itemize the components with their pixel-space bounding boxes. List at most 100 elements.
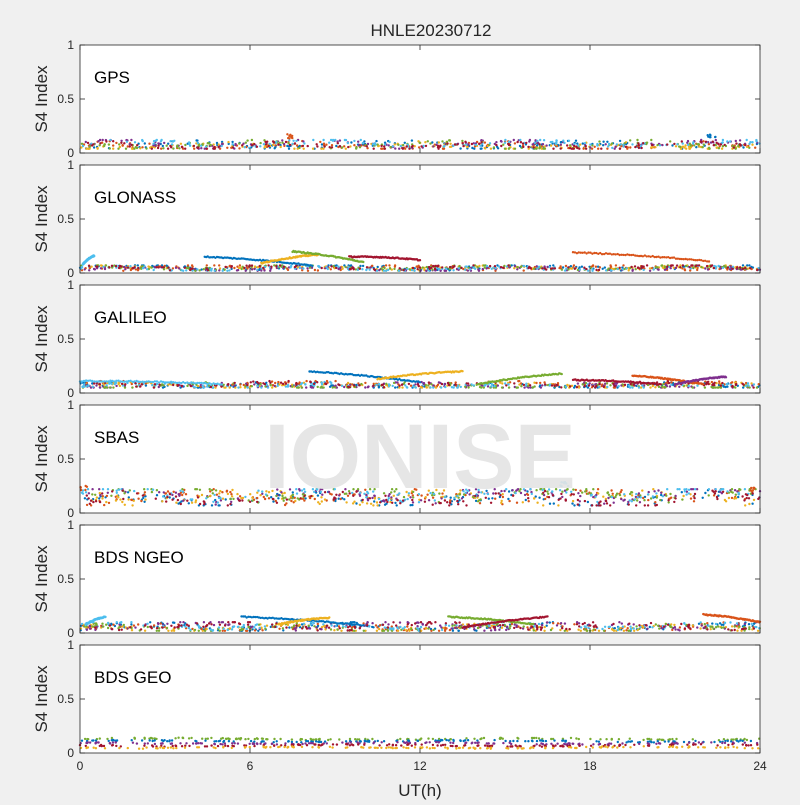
data-point xyxy=(429,386,431,388)
data-point xyxy=(115,265,117,267)
data-point xyxy=(565,265,567,267)
data-point xyxy=(744,267,746,269)
data-point xyxy=(210,268,212,270)
data-point xyxy=(574,268,576,270)
data-point xyxy=(393,382,395,384)
data-point xyxy=(339,139,341,141)
data-point xyxy=(214,386,216,388)
data-point xyxy=(95,384,97,386)
data-point xyxy=(91,380,93,382)
data-point xyxy=(598,269,600,271)
data-point xyxy=(193,145,195,147)
data-point xyxy=(436,265,438,267)
data-point xyxy=(489,142,491,144)
data-point xyxy=(214,383,216,385)
data-point xyxy=(238,147,240,149)
data-point xyxy=(115,142,117,144)
data-point xyxy=(469,268,471,270)
data-point xyxy=(87,148,89,150)
data-point xyxy=(117,383,119,385)
data-point xyxy=(364,382,366,384)
data-point xyxy=(175,492,177,494)
data-point xyxy=(241,499,243,501)
data-point xyxy=(708,147,710,149)
data-point xyxy=(112,148,114,150)
data-point xyxy=(270,266,272,268)
data-point xyxy=(622,264,624,266)
data-point xyxy=(197,142,199,144)
data-point xyxy=(93,146,95,148)
data-point xyxy=(85,491,87,493)
data-point xyxy=(752,386,754,388)
data-point xyxy=(174,381,176,383)
data-point xyxy=(189,145,191,147)
data-point xyxy=(171,499,173,501)
data-point xyxy=(116,492,118,494)
data-point xyxy=(523,269,525,271)
data-point xyxy=(133,148,135,150)
data-point xyxy=(81,143,83,145)
data-point xyxy=(627,627,629,629)
data-point xyxy=(618,385,620,387)
data-point xyxy=(169,140,171,142)
data-point xyxy=(199,269,201,271)
data-point xyxy=(750,382,752,384)
data-point xyxy=(169,493,171,495)
data-point xyxy=(631,143,633,145)
data-point xyxy=(240,497,242,499)
data-point xyxy=(163,491,165,493)
data-point xyxy=(628,503,630,505)
data-point xyxy=(751,144,753,146)
data-point xyxy=(567,266,569,268)
data-point xyxy=(471,147,473,149)
data-point xyxy=(103,386,105,388)
data-point xyxy=(99,386,101,388)
data-point xyxy=(439,145,441,147)
data-point xyxy=(213,148,215,150)
data-point xyxy=(410,385,412,387)
data-point xyxy=(541,384,543,386)
data-point xyxy=(748,497,750,499)
data-point xyxy=(668,382,670,384)
data-point xyxy=(439,270,441,272)
data-point xyxy=(282,629,284,631)
data-point xyxy=(351,267,353,269)
data-point xyxy=(264,141,266,143)
data-point xyxy=(347,142,349,144)
data-point xyxy=(317,386,319,388)
data-point xyxy=(241,144,243,146)
data-point xyxy=(225,498,227,500)
data-point xyxy=(674,497,676,499)
data-point xyxy=(133,380,135,382)
data-point xyxy=(218,492,220,494)
data-point xyxy=(277,144,279,146)
data-point xyxy=(604,266,606,268)
panel-label: GPS xyxy=(94,68,130,87)
data-point xyxy=(151,384,153,386)
data-point xyxy=(720,143,722,145)
data-point xyxy=(590,494,592,496)
data-point xyxy=(670,381,672,383)
data-point xyxy=(103,145,105,147)
data-point xyxy=(589,143,591,145)
data-point xyxy=(692,488,694,490)
data-point xyxy=(112,140,114,142)
data-point xyxy=(369,269,371,271)
data-point xyxy=(525,384,527,386)
data-point xyxy=(523,386,525,388)
data-point xyxy=(711,490,713,492)
data-point xyxy=(229,491,231,493)
data-point xyxy=(659,144,661,146)
data-point xyxy=(699,627,701,629)
data-point xyxy=(372,626,374,628)
data-point xyxy=(244,496,246,498)
data-point xyxy=(486,265,488,267)
data-point xyxy=(735,494,737,496)
data-point xyxy=(355,146,357,148)
data-point xyxy=(553,385,555,387)
data-point xyxy=(417,268,419,270)
data-point xyxy=(167,143,169,145)
data-point xyxy=(608,143,610,145)
data-point xyxy=(598,140,600,142)
data-point xyxy=(707,268,709,270)
